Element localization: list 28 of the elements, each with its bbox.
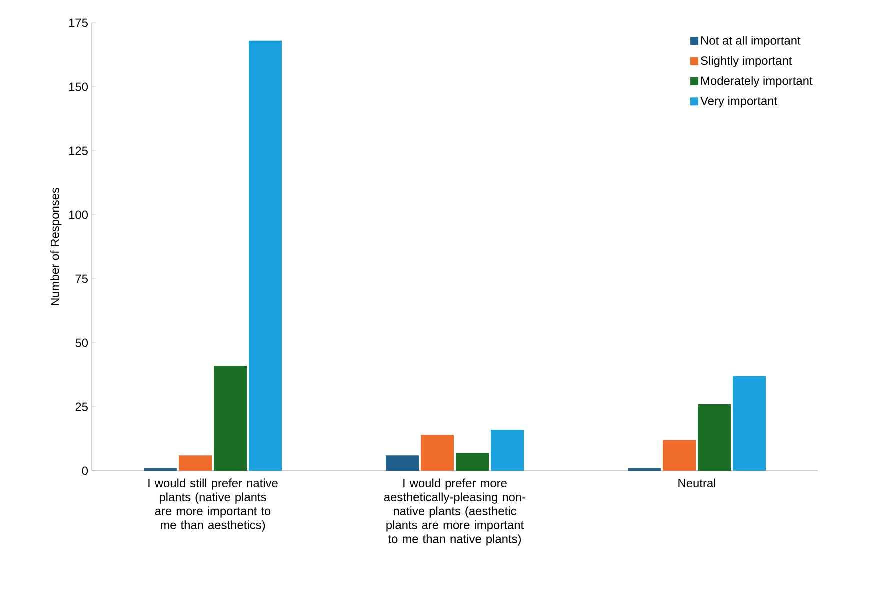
bar [490, 430, 524, 471]
bar [663, 440, 696, 471]
x-tick-label: Neutral [678, 478, 716, 488]
y-tick-label: 125 [69, 146, 88, 156]
y-tick-label: 25 [76, 402, 88, 412]
bar [386, 456, 420, 471]
y-tick-label: 150 [69, 82, 88, 92]
bar [144, 468, 178, 471]
legend-label: Not at all important [702, 36, 801, 48]
bar [732, 376, 766, 471]
bar [698, 404, 732, 471]
bar [214, 366, 247, 471]
y-tick-label: 100 [69, 210, 88, 220]
legend-label: Very important [700, 96, 778, 108]
y-axis-title: Number of Responses [50, 188, 62, 306]
bar [628, 468, 662, 471]
y-tick-label: 0 [82, 466, 88, 476]
x-tick-label: I would prefer more aesthetically-pleasing non-native plants (aesthetic plants are more important to me than native plants) [384, 478, 526, 546]
bar [179, 456, 212, 471]
bar [248, 40, 282, 471]
bar [456, 453, 489, 471]
y-tick-label: 50 [76, 338, 88, 348]
legend-label: Moderately important [702, 76, 813, 88]
bar [421, 435, 454, 471]
x-tick-label: I would still prefer native plants (native plants are more important to me than aesthetics) [148, 478, 278, 532]
y-tick-label: 175 [69, 18, 88, 28]
legend-label: Slightly important [701, 56, 792, 68]
y-tick-label: 75 [76, 274, 88, 284]
